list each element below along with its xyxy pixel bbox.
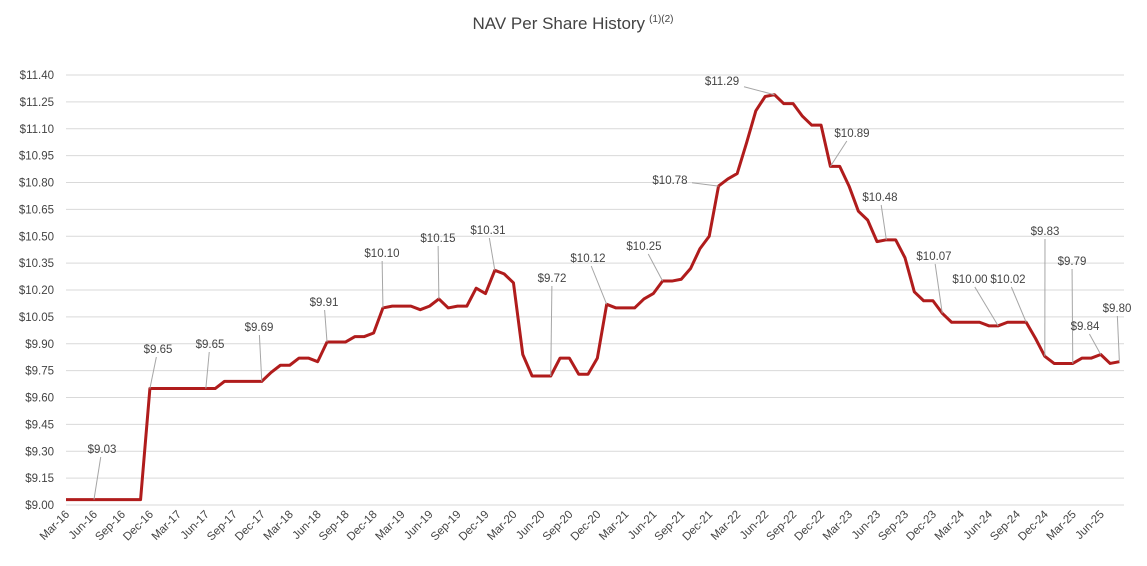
x-tick-label: Mar-18 (262, 509, 296, 543)
data-label: $9.03 (88, 444, 117, 456)
y-tick-label: $10.05 (19, 312, 54, 324)
data-label: $10.00 (952, 274, 987, 286)
leader-line (974, 286, 999, 327)
x-tick-label: Mar-23 (821, 509, 855, 543)
x-tick-label: Sep-16 (93, 509, 128, 544)
data-label: $11.29 (705, 76, 739, 88)
y-tick-label: $10.35 (19, 258, 54, 270)
data-label: $10.02 (990, 274, 1025, 286)
y-tick-label: $9.15 (25, 473, 54, 485)
data-label: $9.65 (144, 344, 173, 356)
data-label: $9.91 (310, 297, 339, 309)
data-label: $9.79 (1058, 256, 1087, 268)
data-label: $10.25 (626, 241, 661, 253)
x-tick-label: Mar-20 (485, 509, 519, 543)
y-tick-label: $9.30 (25, 446, 54, 458)
leader-line (1116, 315, 1120, 362)
y-tick-label: $9.45 (25, 419, 54, 431)
x-tick-label: Dec-22 (792, 509, 827, 544)
x-tick-label: Dec-21 (681, 509, 716, 544)
title-text: NAV Per Share History (472, 14, 645, 33)
x-tick-label: Sep-23 (876, 509, 911, 544)
x-tick-label: Mar-16 (38, 509, 72, 543)
x-tick-label: Mar-24 (933, 508, 968, 543)
data-label: $9.65 (196, 339, 225, 351)
x-tick-label: Dec-19 (457, 509, 492, 544)
data-label: $10.07 (916, 251, 951, 263)
y-tick-label: $10.50 (19, 231, 54, 243)
leader-line (381, 260, 384, 308)
leader-line (691, 182, 719, 187)
y-tick-label: $9.60 (25, 393, 54, 405)
y-tick-label: $10.80 (19, 178, 54, 190)
x-tick-label: Dec-23 (904, 509, 939, 544)
x-tick-label: Sep-17 (205, 509, 240, 544)
x-tick-label: Dec-17 (233, 509, 268, 544)
y-tick-label: $10.95 (19, 151, 54, 163)
data-label: $10.48 (862, 192, 897, 204)
y-tick-label: $10.20 (19, 285, 54, 297)
nav-line (66, 93, 1120, 502)
leader-line (829, 140, 848, 167)
y-tick-label: $10.65 (19, 204, 54, 216)
leader-line (1010, 286, 1027, 323)
x-tick-label: Sep-21 (653, 509, 688, 544)
x-tick-label: Jun-25 (1074, 509, 1107, 542)
chart-title: NAV Per Share History (1)(2) (472, 14, 673, 33)
data-label: $10.31 (470, 225, 505, 237)
leader-line (1071, 268, 1074, 364)
leader-line (488, 237, 496, 271)
x-tick-label: Mar-21 (597, 509, 631, 543)
leader-line (149, 356, 157, 389)
leader-line (550, 285, 553, 377)
y-tick-label: $9.90 (25, 339, 54, 351)
leader-line (590, 265, 608, 305)
y-tick-label: $11.10 (20, 124, 54, 136)
title-note: (1)(2) (649, 14, 673, 25)
leader-line (934, 263, 943, 314)
y-tick-label: $9.75 (25, 366, 54, 378)
data-label: $9.69 (245, 322, 274, 334)
x-tick-label: Mar-19 (373, 509, 407, 543)
leader-line (324, 309, 328, 342)
data-label: $9.83 (1031, 226, 1060, 238)
leader-line (258, 334, 263, 382)
leader-line (880, 204, 887, 240)
data-label: $9.80 (1103, 303, 1132, 315)
x-tick-label: Mar-17 (150, 509, 184, 543)
x-tick-label: Mar-25 (1045, 509, 1079, 543)
x-tick-label: Sep-22 (765, 509, 800, 544)
x-tick-label: Dec-24 (1016, 508, 1051, 543)
leader-line (205, 351, 210, 389)
x-tick-label: Sep-20 (541, 509, 576, 544)
data-label: $10.10 (364, 248, 399, 260)
leader-line (437, 245, 440, 299)
data-label: $10.89 (834, 128, 869, 140)
y-tick-label: $9.00 (25, 500, 54, 512)
x-tick-label: Dec-16 (121, 509, 156, 544)
data-label: $9.84 (1071, 321, 1100, 333)
y-tick-label: $11.25 (20, 97, 54, 109)
leader-line (743, 86, 775, 96)
leader-line (93, 456, 102, 500)
data-label: $10.78 (652, 175, 687, 187)
leader-line (647, 253, 664, 282)
leader-line (1088, 333, 1102, 355)
x-tick-label: Sep-18 (317, 509, 352, 544)
x-tick-label: Dec-18 (345, 509, 380, 544)
x-tick-label: Mar-22 (709, 509, 743, 543)
data-label: $10.15 (420, 233, 455, 245)
y-tick-label: $11.40 (20, 70, 54, 82)
x-tick-label: Dec-20 (569, 509, 604, 544)
data-label: $9.72 (538, 273, 567, 285)
x-tick-label: Sep-19 (429, 509, 464, 544)
data-label: $10.12 (570, 253, 605, 265)
